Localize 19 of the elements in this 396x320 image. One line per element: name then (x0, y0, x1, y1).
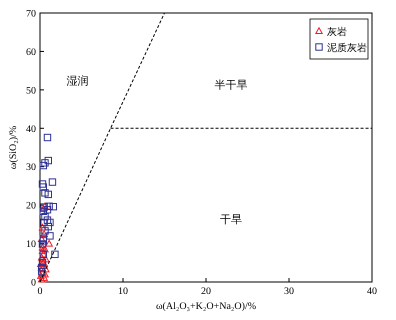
y-tick-label: 20 (26, 200, 36, 212)
legend-label: 泥质灰岩 (327, 42, 367, 54)
y-tick-label: 40 (26, 124, 36, 135)
x-tick-label: 10 (118, 286, 128, 297)
y-axis-title: ω(SiO₂)/% (8, 126, 19, 170)
y-tick-label: 0 (31, 278, 36, 288)
x-axis-title: ω(Al₂O₃+K₂O+Na₂O)/% (156, 301, 256, 312)
x-tick-label: 20 (201, 286, 211, 297)
legend-label: 灰岩 (327, 26, 347, 38)
y-tick-label: 10 (26, 239, 36, 250)
y-tick-label: 60 (26, 46, 36, 58)
annotation: 湿润 (66, 74, 89, 88)
y-tick-label: 70 (26, 8, 36, 20)
x-tick-label: 40 (367, 286, 377, 297)
y-tick-label: 50 (26, 85, 36, 96)
annotation: 半干旱 (214, 78, 248, 92)
annotation: 干旱 (220, 214, 242, 226)
x-tick-label: 30 (284, 286, 294, 297)
y-tick-label: 30 (26, 162, 36, 174)
